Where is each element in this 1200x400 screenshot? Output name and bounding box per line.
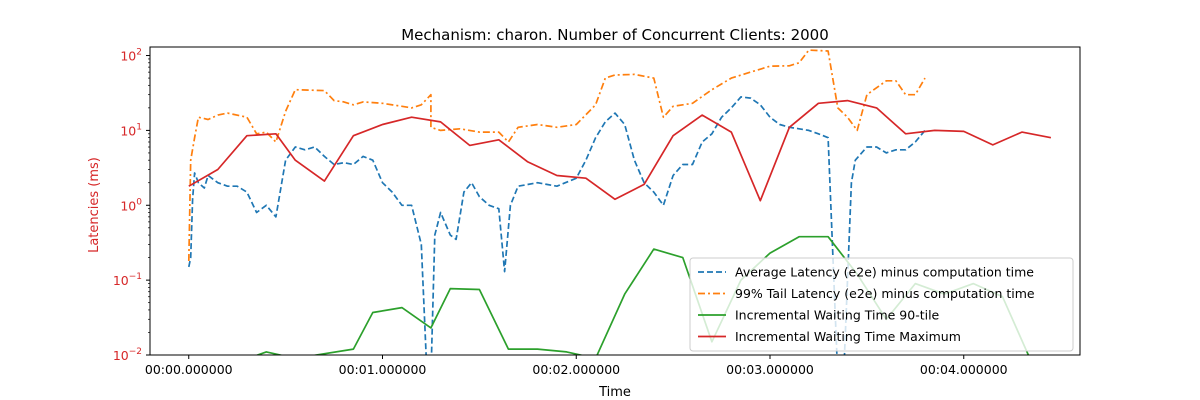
- x-axis: 00:00.000000 00:01.000000 00:02.000000 00:0…: [145, 355, 1008, 377]
- y-tick-label: 101: [120, 122, 142, 138]
- y-axis-label: Latencies (ms): [87, 157, 102, 253]
- y-tick-label: 10−1: [113, 272, 142, 288]
- legend-label-p90: Incremental Waiting Time 90-tile: [735, 308, 940, 323]
- x-tick-label: 00:03.000000: [726, 362, 814, 377]
- legend-label-tail: 99% Tail Latency (e2e) minus computation…: [735, 286, 1035, 301]
- series-line-average: [187, 96, 926, 355]
- chart-title: Mechanism: charon. Number of Concurrent …: [401, 26, 829, 44]
- x-tick-label: 00:01.000000: [339, 362, 427, 377]
- legend-label-max: Incremental Waiting Time Maximum: [735, 329, 961, 344]
- y-tick-label: 102: [120, 48, 142, 64]
- series-line-tail: [187, 49, 926, 262]
- y-tick-label: 10−2: [113, 347, 142, 363]
- x-tick-label: 00:00.000000: [145, 362, 233, 377]
- series-line-max: [188, 99, 1052, 202]
- legend-box: [689, 257, 1074, 352]
- y-tick-label: 100: [120, 197, 142, 213]
- x-tick-label: 00:02.000000: [532, 362, 620, 377]
- x-tick-label: 00:04.000000: [920, 362, 1008, 377]
- legend: Average Latency (e2e) minus computation …: [689, 257, 1074, 352]
- plot-frame: [149, 46, 1081, 356]
- y-axis: 10−2 10−1 100 101 102: [113, 48, 150, 363]
- legend-label-average: Average Latency (e2e) minus computation …: [735, 265, 1034, 280]
- x-axis-label: Time: [598, 385, 631, 400]
